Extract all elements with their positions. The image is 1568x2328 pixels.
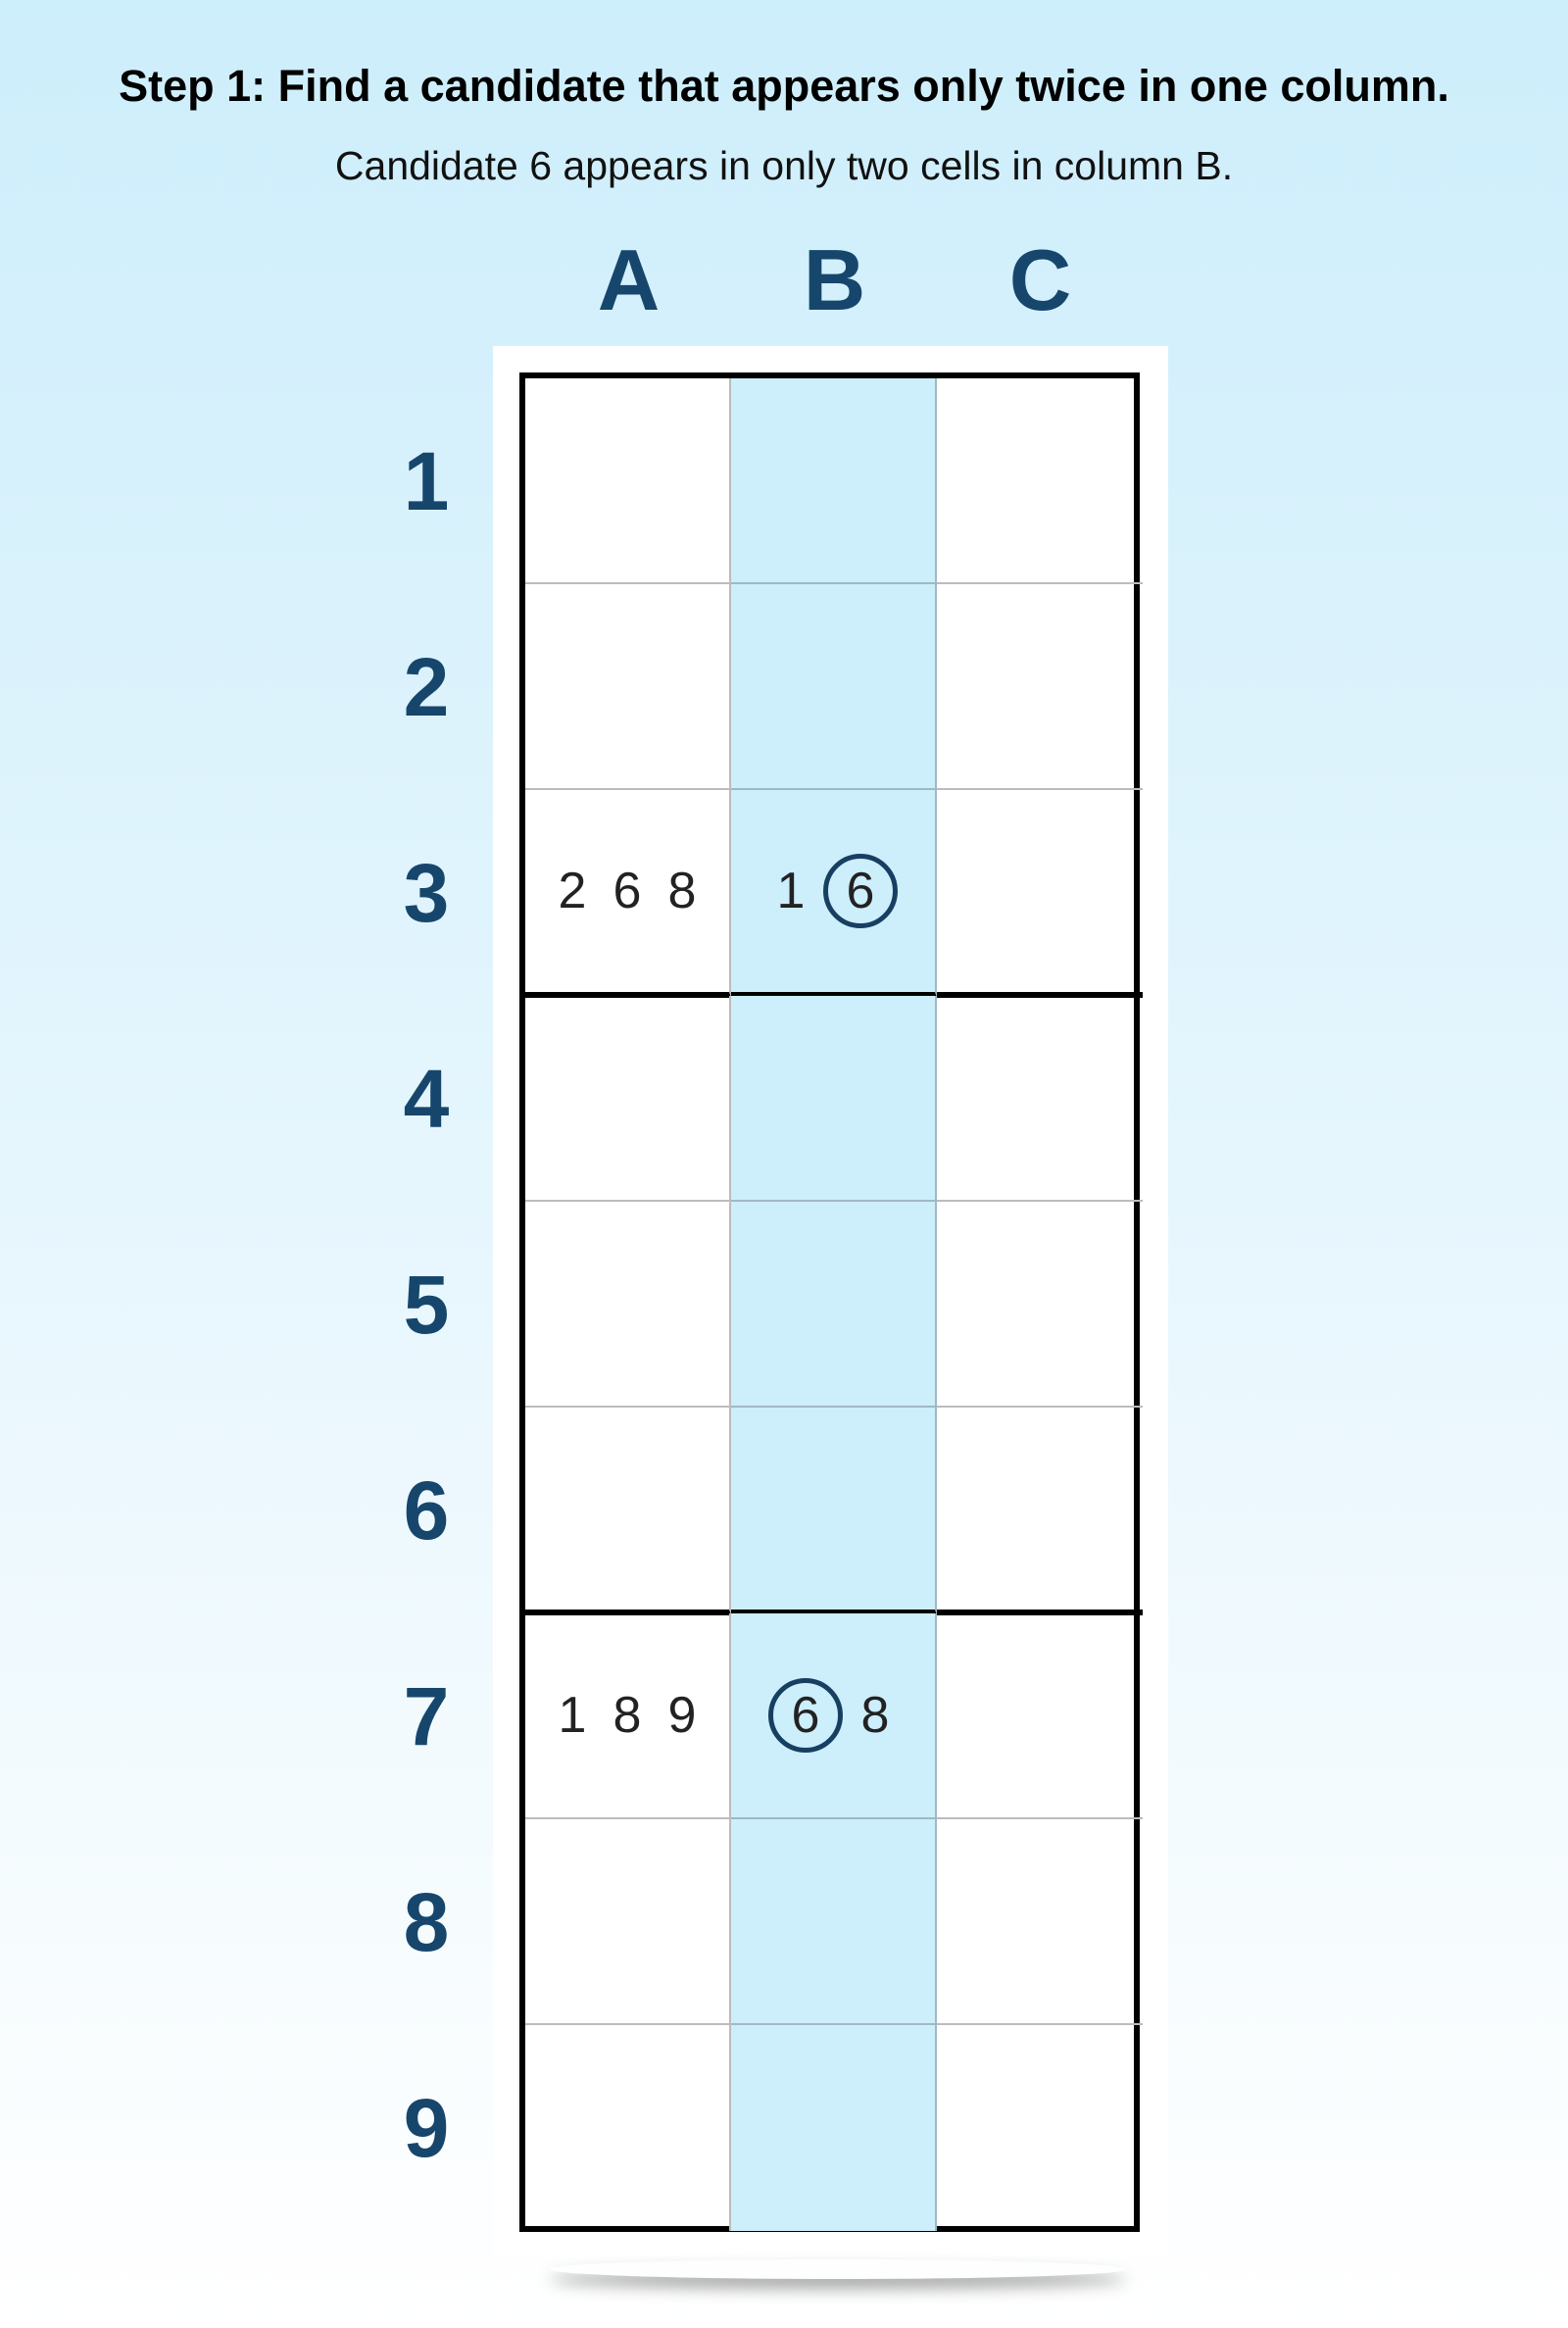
row-label-7: 7 — [403, 1670, 450, 1762]
panel-shadow — [549, 2259, 1127, 2279]
candidate: 9 — [667, 1687, 697, 1744]
cell-a4[interactable] — [525, 996, 731, 1202]
row-label-2: 2 — [403, 641, 450, 733]
cell-c9[interactable] — [937, 2025, 1143, 2231]
candidate: 8 — [667, 863, 697, 919]
candidate: 8 — [612, 1687, 642, 1744]
cell-b5[interactable] — [731, 1202, 937, 1408]
column-label-a: A — [597, 231, 661, 328]
cell-a5[interactable] — [525, 1202, 731, 1408]
cell-a2[interactable] — [525, 584, 731, 790]
cell-c6[interactable] — [937, 1408, 1143, 1615]
column-label-c: C — [1008, 231, 1072, 328]
candidate: 1 — [776, 863, 806, 919]
cell-c3[interactable] — [937, 790, 1143, 998]
candidate: 1 — [558, 1687, 587, 1744]
row-label-8: 8 — [403, 1876, 450, 1968]
cell-a6[interactable] — [525, 1408, 731, 1615]
candidate: 2 — [558, 863, 587, 919]
circled-candidate: 6 — [823, 854, 898, 928]
cell-a8[interactable] — [525, 1819, 731, 2025]
cell-b8[interactable] — [731, 1819, 937, 2025]
column-label-b: B — [803, 231, 866, 328]
step-title: Step 1: Find a candidate that appears on… — [119, 61, 1449, 111]
cell-c4[interactable] — [937, 996, 1143, 1202]
cell-c7[interactable] — [937, 1613, 1143, 1819]
cell-b1[interactable] — [731, 378, 937, 584]
row-label-6: 6 — [403, 1464, 450, 1557]
cell-c8[interactable] — [937, 1819, 1143, 2025]
circled-candidate: 6 — [768, 1678, 843, 1753]
cell-b2[interactable] — [731, 584, 937, 790]
cell-c2[interactable] — [937, 584, 1143, 790]
cell-c1[interactable] — [937, 378, 1143, 584]
row-label-5: 5 — [403, 1259, 450, 1351]
cell-b6[interactable] — [731, 1408, 937, 1615]
cell-a9[interactable] — [525, 2025, 731, 2231]
row-label-1: 1 — [403, 435, 450, 527]
candidate: 6 — [612, 863, 642, 919]
cell-c5[interactable] — [937, 1202, 1143, 1408]
row-label-9: 9 — [403, 2082, 450, 2174]
cell-a1[interactable] — [525, 378, 731, 584]
candidate: 8 — [860, 1687, 890, 1744]
row-label-3: 3 — [403, 847, 450, 939]
cell-b9[interactable] — [731, 2025, 937, 2231]
step-subtitle: Candidate 6 appears in only two cells in… — [334, 143, 1234, 188]
cell-b4[interactable] — [731, 996, 937, 1202]
row-label-4: 4 — [403, 1053, 450, 1145]
